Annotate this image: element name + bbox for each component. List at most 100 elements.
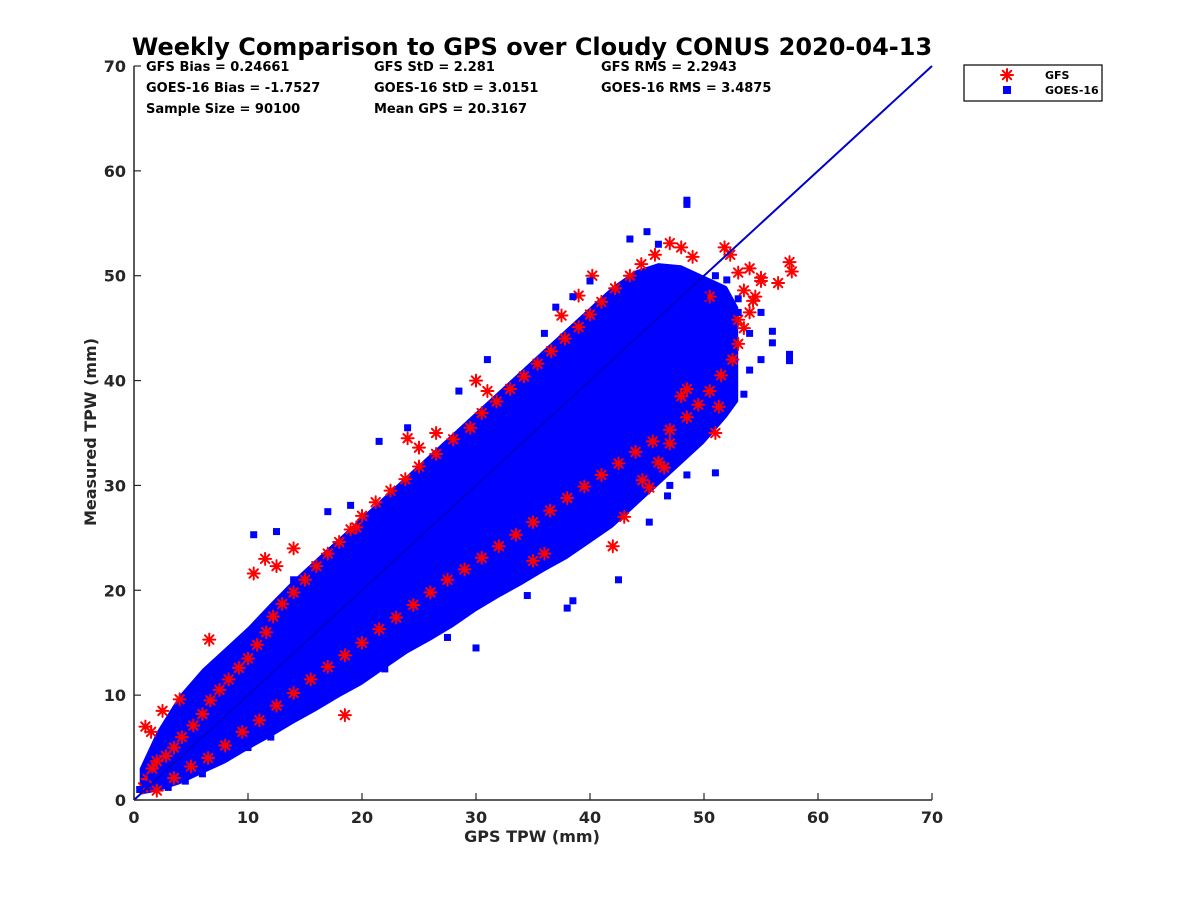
goes16-point [768,327,776,335]
gfs-point [389,610,404,625]
goes16-point [221,714,229,722]
gfs-point [349,520,364,535]
gfs-point [679,381,694,396]
gfs-point [642,480,657,495]
legend-gfs-asterisk-icon [1000,68,1014,82]
goes16-point [141,780,149,788]
stat-text: GOES-16 Bias = -1.7527 [146,81,320,96]
gfs-point [622,268,637,283]
goes16-point [677,314,685,322]
gfs-point [560,491,575,506]
gfs-point [711,399,726,414]
gfs-point [702,384,717,399]
stat-text: GFS RMS = 2.2943 [601,60,737,75]
y-tick-label: 70 [104,57,126,76]
gfs-point [526,515,540,530]
gfs-point [662,436,677,451]
gfs-point [172,692,187,707]
goes16-point [347,501,355,509]
gfs-point [266,609,281,624]
gfs-point [544,344,559,359]
goes16-point [369,587,377,595]
gfs-point [383,483,398,498]
gfs-point [372,622,387,637]
legend: GFS GOES-16 [963,64,1103,102]
goes16-density-band-layer [139,263,739,795]
gfs-point [634,257,649,272]
gfs-point [469,373,483,388]
goes16-point [700,293,708,301]
gfs-point [149,754,164,769]
goes16-point [404,561,412,569]
gfs-point [725,352,740,367]
gfs-point [174,730,189,745]
goes16-point [768,339,776,347]
gfs-point [489,394,504,409]
gfs-point [423,585,438,600]
gfs-point [605,539,620,554]
goes16-point [347,607,355,615]
gfs-point [457,562,472,577]
gfs-point [685,249,700,264]
goes16-series-layer [136,196,793,794]
y-tick-label: 30 [104,476,126,495]
y-axis-label: Measured TPW (mm) [81,338,100,526]
x-axis-label: GPS TPW (mm) [464,827,600,846]
y-tick-label: 10 [104,686,126,705]
gfs-point [577,479,592,494]
gfs-point [771,276,786,291]
goes16-point [358,670,366,678]
gfs-point [503,381,518,396]
goes16-point [244,744,252,752]
gfs-point [446,432,461,447]
reference-line-layer [133,65,933,801]
gfs-point [645,434,660,449]
gfs-point [717,240,732,255]
gfs-series-layer [136,236,799,798]
goes16-point [312,636,320,644]
goes16-point [267,733,275,741]
goes16-point [438,531,446,539]
gfs-point [662,236,677,251]
gfs-point [337,708,352,723]
stat-text: Sample Size = 90100 [146,102,300,117]
goes16-point [552,303,560,311]
gfs-point [252,713,267,728]
goes16-point [290,655,298,663]
goes16-point [723,276,731,284]
goes16-point [569,293,577,301]
gfs-point [355,508,369,523]
goes16-point [689,303,697,311]
x-tick-label: 50 [693,808,715,827]
goes16-point [267,674,275,682]
goes16-point [540,329,548,337]
gfs-point [754,270,768,285]
goes16-point [643,228,651,236]
goes16-point [392,568,400,576]
goes16-point [711,272,719,280]
goes16-point [335,618,343,626]
gfs-point [429,426,444,440]
goes16-point [193,741,201,749]
legend-gfs-label: GFS [1045,69,1070,82]
gfs-point [440,572,455,587]
goes16-point [301,645,309,653]
gfs-point [368,495,383,510]
goes16-point [324,626,332,634]
gfs-point [594,467,609,482]
legend-goes16-square-icon [1003,86,1011,94]
gfs-point [742,261,757,276]
gfs-point [463,420,478,435]
gfs-point [731,336,746,351]
goes16-point [609,377,617,385]
chart-title: Weekly Comparison to GPS over Cloudy CON… [132,33,932,61]
goes16-point [164,783,172,791]
goes16-point [632,356,640,364]
gfs-point [166,740,181,755]
goes16-point [746,329,754,337]
goes16-point [204,730,212,738]
gfs-point [714,368,729,383]
x-tick-label: 0 [128,808,139,827]
gfs-point [298,572,312,587]
